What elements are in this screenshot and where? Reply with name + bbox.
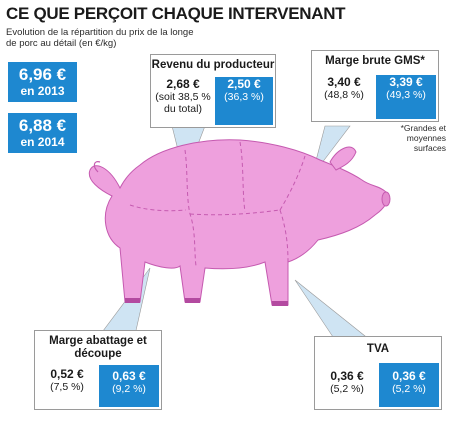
subtitle: Evolution de la répartition du prix de l… xyxy=(6,27,194,49)
footnote: *Grandes et moyennes surfaces xyxy=(400,123,446,153)
abattage-2014-percent: (9,2 %) xyxy=(112,383,146,395)
abattage-header: Marge abattage et découpe xyxy=(49,335,147,360)
hoof xyxy=(272,301,288,306)
abattage-2014-cell: 0,63 € (9,2 %) xyxy=(99,365,159,407)
total-2014-box: 6,88 € en 2014 xyxy=(8,113,77,153)
abattage-box: Marge abattage et découpe 0,52 € (7,5 %)… xyxy=(34,330,162,410)
total-2014-label: en 2014 xyxy=(20,135,65,149)
gms-2014-cell: 3,39 € (49,3 %) xyxy=(376,75,436,119)
producteur-2014-cell: 2,50 € (36,3 %) xyxy=(215,77,273,125)
producteur-2014-percent: (36,3 %) xyxy=(224,91,264,103)
gms-2014-value: 3,39 € xyxy=(389,75,423,89)
abattage-2013-percent: (7,5 %) xyxy=(50,381,84,393)
tva-pointer xyxy=(294,279,371,341)
producteur-header: Revenu du producteur xyxy=(151,59,275,71)
total-2013-label: en 2013 xyxy=(20,84,65,98)
producteur-2014-value: 2,50 € xyxy=(227,77,261,91)
tva-box: TVA 0,36 € (5,2 %) 0,36 € (5,2 %) xyxy=(314,336,442,410)
total-2014-value: 6,88 € xyxy=(18,116,67,135)
abattage-2013-value: 0,52 € xyxy=(50,367,84,381)
pig-body xyxy=(88,139,391,306)
producteur-2013-cell: 2,68 € (soit 38,5 % du total) xyxy=(153,77,213,123)
tva-header: TVA xyxy=(366,343,390,355)
producteur-2013-percent: (soit 38,5 % du total) xyxy=(155,91,211,115)
total-2013-box: 6,96 € en 2013 xyxy=(8,62,77,102)
gms-header: Marge brute GMS* xyxy=(325,55,425,67)
producteur-box: Revenu du producteur 2,68 € (soit 38,5 %… xyxy=(150,54,276,128)
tva-2013-percent: (5,2 %) xyxy=(330,383,364,395)
tva-2014-percent: (5,2 %) xyxy=(392,383,426,395)
producteur-2013-value: 2,68 € xyxy=(166,77,200,91)
gms-2013-percent: (48,8 %) xyxy=(324,89,364,101)
abattage-2013-cell: 0,52 € (7,5 %) xyxy=(37,367,97,405)
gms-2013-value: 3,40 € xyxy=(327,75,361,89)
tva-2013-value: 0,36 € xyxy=(330,369,364,383)
total-2013-value: 6,96 € xyxy=(18,65,67,84)
gms-2013-cell: 3,40 € (48,8 %) xyxy=(314,75,374,117)
abattage-2014-value: 0,63 € xyxy=(112,369,146,383)
hoof xyxy=(185,298,200,303)
tva-2014-value: 0,36 € xyxy=(392,369,426,383)
hoof xyxy=(125,298,140,303)
tva-2013-cell: 0,36 € (5,2 %) xyxy=(317,365,377,405)
tva-2014-cell: 0,36 € (5,2 %) xyxy=(379,363,439,407)
page-title: CE QUE PERÇOIT CHAQUE INTERVENANT xyxy=(6,4,346,23)
gms-box: Marge brute GMS* 3,40 € (48,8 %) 3,39 € … xyxy=(311,50,439,122)
gms-2014-percent: (49,3 %) xyxy=(386,89,426,101)
